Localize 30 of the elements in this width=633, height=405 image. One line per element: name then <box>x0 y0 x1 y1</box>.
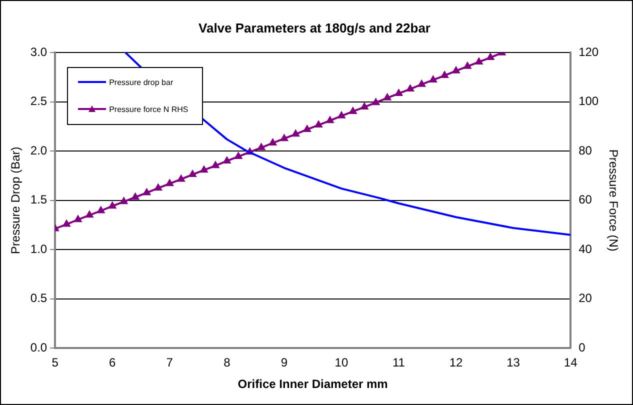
x-tick-label: 6 <box>109 356 116 370</box>
chart-title: Valve Parameters at 180g/s and 22bar <box>198 20 430 36</box>
y-tick-label: 1.0 <box>30 242 48 256</box>
y-tick-label: 0.0 <box>30 340 48 355</box>
legend-label: Pressure drop bar <box>109 78 174 87</box>
x-tick-label: 13 <box>506 356 520 370</box>
x-axis-title: Orifice Inner Diameter mm <box>238 377 388 392</box>
y2-tick-label: 120 <box>578 44 599 59</box>
y-tick-label: 0.5 <box>30 291 48 306</box>
y-tick-label: 2.0 <box>30 143 48 158</box>
y2-tick-label: 20 <box>578 291 592 306</box>
y2-tick-label: 0 <box>578 340 586 355</box>
x-tick-label: 8 <box>224 356 231 370</box>
x-tick-label: 14 <box>564 356 578 370</box>
x-tick-label: 5 <box>52 356 59 370</box>
y2-tick-label: 60 <box>578 192 592 207</box>
y2-tick-label: 40 <box>578 242 592 256</box>
x-tick-label: 9 <box>280 356 288 370</box>
y-axis-title: Pressure Drop (Bar) <box>8 146 23 254</box>
x-tick-label: 10 <box>334 356 348 370</box>
y2-tick-label: 80 <box>578 143 592 158</box>
x-tick-label: 12 <box>449 356 464 370</box>
y2-tick-label: 100 <box>578 94 599 108</box>
x-tick-label: 11 <box>392 356 406 370</box>
y-tick-label: 2.5 <box>30 94 48 108</box>
y2-axis-title: Pressure Force (N) <box>606 149 620 252</box>
y-tick-label: 3.0 <box>30 44 48 59</box>
legend-label: Pressure force N RHS <box>109 104 188 114</box>
y-tick-label: 1.5 <box>30 192 48 207</box>
x-tick-label: 7 <box>166 356 174 370</box>
